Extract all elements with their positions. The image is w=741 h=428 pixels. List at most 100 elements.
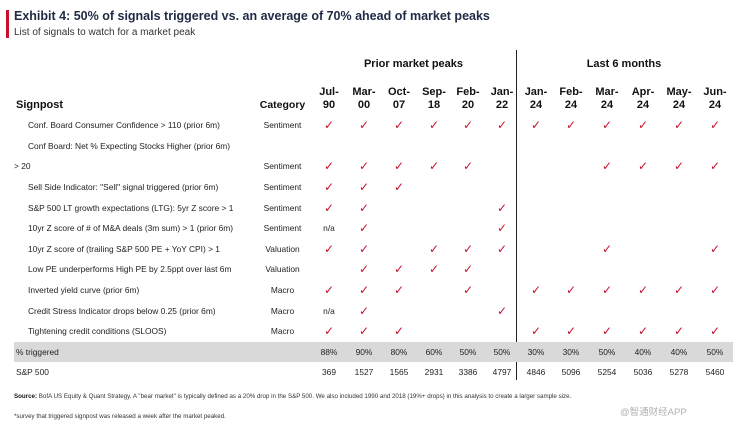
check-icon: ✓ <box>393 262 405 277</box>
check-icon: ✓ <box>601 283 613 298</box>
sp500-value: 5254 <box>597 367 617 378</box>
footnote: *survey that triggered signpost was rele… <box>14 413 226 420</box>
value-cell <box>381 239 417 260</box>
sp500-value: 4846 <box>526 367 546 378</box>
category-header: Category <box>259 99 306 111</box>
value-cell <box>589 197 625 218</box>
check-icon: ✓ <box>428 241 440 256</box>
check-icon: ✓ <box>393 324 405 339</box>
sp500-label: S&P 500 <box>16 367 49 378</box>
empty-cell <box>254 341 311 363</box>
category-cell: Macro <box>270 305 295 316</box>
check-icon: ✓ <box>462 159 474 174</box>
check-icon: ✓ <box>673 324 685 339</box>
value-cell <box>661 197 697 218</box>
table-row: > 20 Sentiment ✓ ✓ ✓ ✓ ✓ ✓ ✓ ✓ ✓ <box>14 156 733 177</box>
col-header: Feb- 24 <box>559 86 583 111</box>
value-cell <box>417 321 451 342</box>
value-cell <box>625 239 661 260</box>
triggered-value: 50% <box>697 341 733 363</box>
category-cell: Sentiment <box>263 161 302 172</box>
value-cell <box>417 218 451 239</box>
sp500-value: 4797 <box>492 367 512 378</box>
col-header: Jun- 24 <box>703 86 727 111</box>
col-header: Feb- 20 <box>456 86 480 111</box>
value-cell <box>697 177 733 198</box>
col-header: Oct- 07 <box>388 86 410 111</box>
value-cell <box>519 239 553 260</box>
check-icon: ✓ <box>462 118 474 133</box>
value-cell: n/a <box>323 223 335 234</box>
category-cell: Macro <box>270 326 295 337</box>
sp500-value: 5096 <box>561 367 581 378</box>
check-icon: ✓ <box>496 200 508 215</box>
signal-label: 10yr Z score of # of M&A deals (3m sum) … <box>28 223 234 234</box>
title-accent-bar <box>6 10 9 38</box>
check-icon: ✓ <box>601 159 613 174</box>
triggered-value: 50% <box>589 341 625 363</box>
check-icon: ✓ <box>709 241 721 256</box>
category-cell: Sentiment <box>263 223 302 234</box>
value-cell <box>451 197 485 218</box>
check-icon: ✓ <box>565 118 577 133</box>
check-icon: ✓ <box>428 159 440 174</box>
check-icon: ✓ <box>601 324 613 339</box>
value-cell <box>311 259 347 280</box>
value-cell <box>417 280 451 301</box>
table-row: Conf. Board Consumer Confidence > 110 (p… <box>14 115 733 136</box>
value-cell <box>553 197 589 218</box>
value-cell <box>625 197 661 218</box>
sp500-value: 2931 <box>424 367 444 378</box>
value-cell <box>417 197 451 218</box>
col-header: Jan- 24 <box>524 86 548 111</box>
sp500-row: S&P 500 369 1527 1565 2931 3386 4797 4846 5096 52… <box>14 362 733 383</box>
value-cell <box>661 300 697 321</box>
signal-label: 10yr Z score of (trailing S&P 500 PE + Y… <box>28 243 220 254</box>
value-cell <box>661 259 697 280</box>
value-cell <box>625 177 661 198</box>
table-row: Low PE underperforms High PE by 2.5ppt o… <box>14 259 733 280</box>
col-header: Mar- 24 <box>595 86 619 111</box>
value-cell <box>625 300 661 321</box>
check-icon: ✓ <box>358 283 370 298</box>
col-header: Apr- 24 <box>631 86 655 111</box>
value-cell <box>485 259 519 280</box>
triggered-label: % triggered <box>14 341 254 363</box>
value-cell <box>381 197 417 218</box>
check-icon: ✓ <box>323 200 335 215</box>
group-header-last-6-months: Last 6 months <box>586 58 662 70</box>
triggered-value: 40% <box>625 341 661 363</box>
check-icon: ✓ <box>462 241 474 256</box>
value-cell <box>485 321 519 342</box>
check-icon: ✓ <box>601 118 613 133</box>
value-cell <box>519 156 553 177</box>
signal-label: Low PE underperforms High PE by 2.5ppt o… <box>28 264 232 275</box>
section-divider <box>516 50 517 380</box>
check-icon: ✓ <box>601 241 613 256</box>
value-cell <box>697 300 733 321</box>
sp500-value: 5460 <box>705 367 725 378</box>
value-cell <box>697 197 733 218</box>
check-icon: ✓ <box>323 241 335 256</box>
value-cell <box>519 259 553 280</box>
sp500-value: 369 <box>322 367 336 378</box>
triggered-value: 30% <box>519 341 553 363</box>
check-icon: ✓ <box>637 159 649 174</box>
value-cell <box>589 259 625 280</box>
value-cell <box>381 300 417 321</box>
check-icon: ✓ <box>496 241 508 256</box>
sp500-value: 3386 <box>458 367 478 378</box>
check-icon: ✓ <box>393 159 405 174</box>
check-icon: ✓ <box>565 283 577 298</box>
row-spacer <box>254 136 733 157</box>
category-cell: Valuation <box>265 243 300 254</box>
check-icon: ✓ <box>358 221 370 236</box>
check-icon: ✓ <box>358 303 370 318</box>
check-icon: ✓ <box>358 324 370 339</box>
sp500-value: 1565 <box>389 367 409 378</box>
exhibit-subtitle: List of signals to watch for a market pe… <box>14 27 196 38</box>
value-cell <box>589 218 625 239</box>
triggered-value: 40% <box>661 341 697 363</box>
value-cell <box>553 259 589 280</box>
table-row: Inverted yield curve (prior 6m) Macro ✓ ✓ ✓ ✓… <box>14 280 733 301</box>
